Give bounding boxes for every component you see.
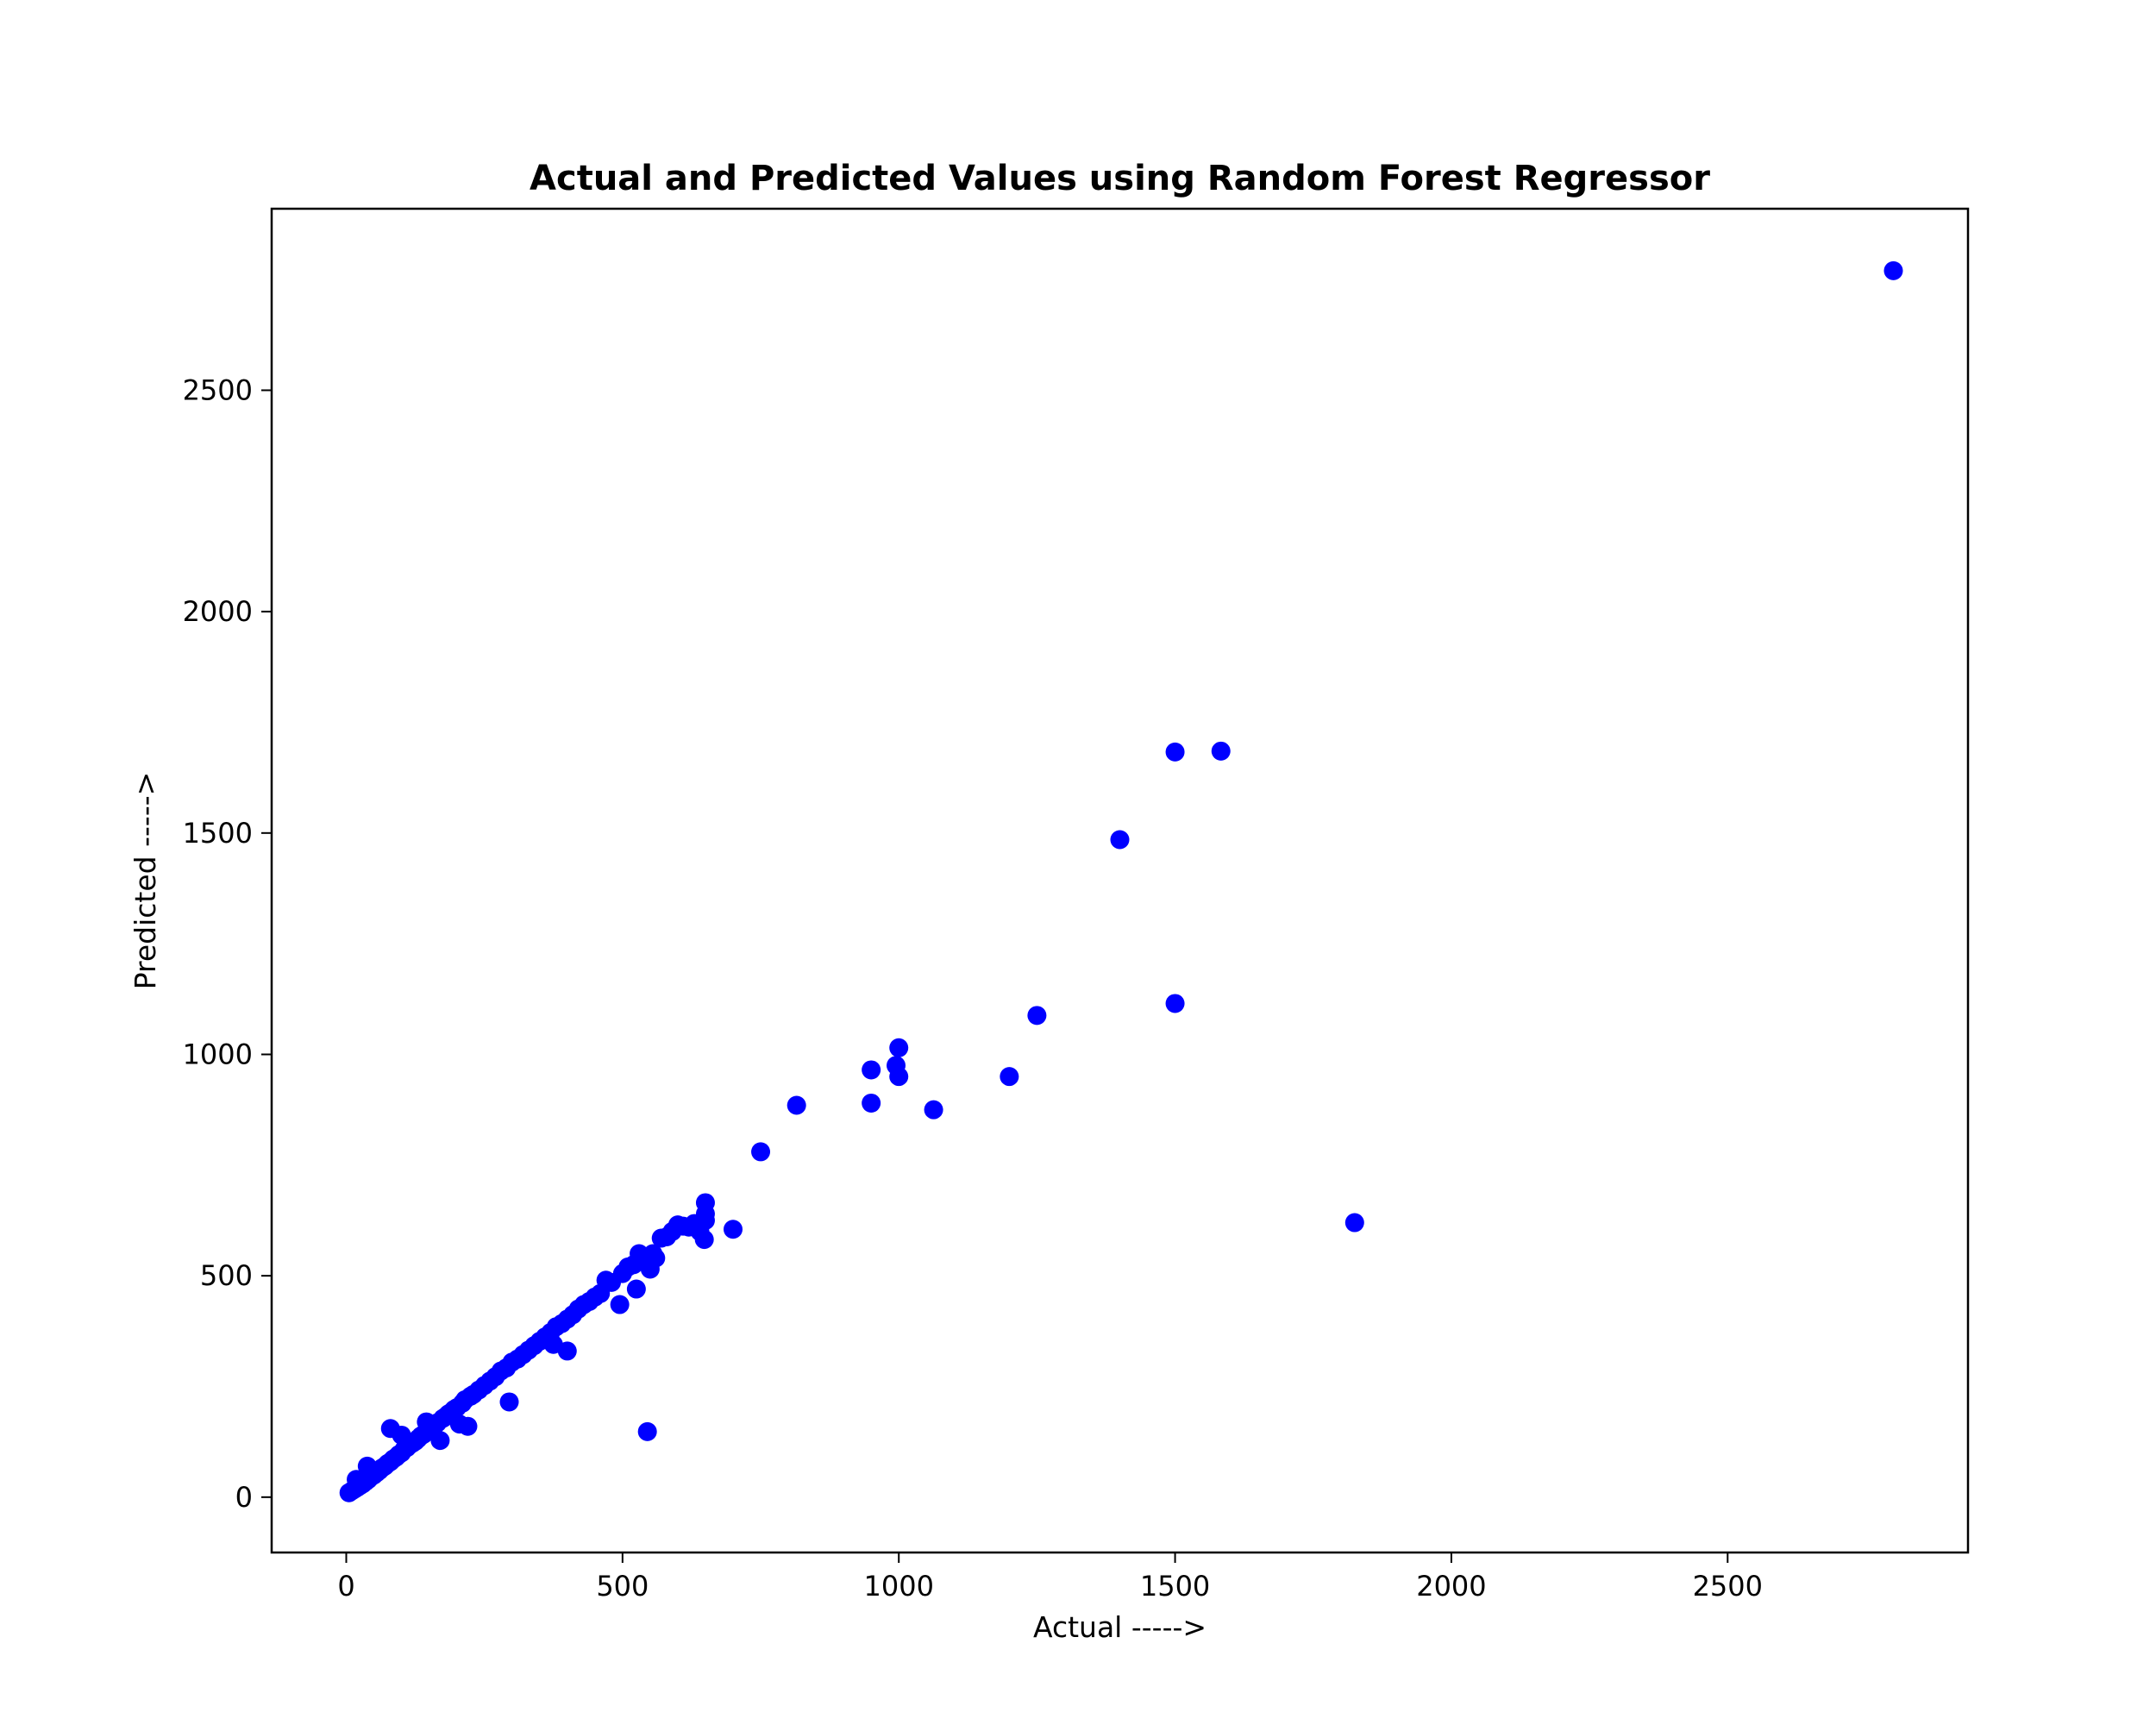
data-point xyxy=(889,1038,909,1057)
data-point xyxy=(499,1392,519,1412)
data-point xyxy=(458,1416,478,1436)
plot-area-frame xyxy=(270,207,1970,1554)
data-point xyxy=(695,1204,715,1224)
data-point xyxy=(1211,741,1231,761)
data-point xyxy=(610,1295,630,1314)
data-point xyxy=(430,1431,450,1451)
data-point xyxy=(723,1220,743,1239)
data-point xyxy=(862,1093,881,1113)
data-point xyxy=(862,1060,881,1080)
data-point xyxy=(1883,260,1903,280)
chart-title: Actual and Predicted Values using Random… xyxy=(530,159,1710,198)
y-tick-label: 500 xyxy=(200,1259,253,1292)
data-points xyxy=(339,260,1903,1502)
data-point xyxy=(626,1279,646,1299)
data-point xyxy=(1165,742,1185,762)
x-tick-label: 2500 xyxy=(1693,1570,1763,1603)
data-point xyxy=(924,1100,943,1120)
data-point xyxy=(1344,1213,1364,1233)
y-tick-label: 2500 xyxy=(183,373,253,406)
y-axis: 0 500 1000 1500 2000 2500 xyxy=(183,373,272,1514)
y-tick-label: 1500 xyxy=(183,817,253,850)
data-point xyxy=(694,1230,714,1250)
y-tick-label: 0 xyxy=(235,1481,253,1514)
x-axis-label: Actual -----> xyxy=(1033,1610,1206,1644)
data-point xyxy=(557,1341,577,1361)
data-point xyxy=(751,1142,771,1162)
data-point xyxy=(1110,830,1130,850)
x-tick-label: 0 xyxy=(337,1570,354,1603)
data-point xyxy=(646,1248,666,1268)
data-point xyxy=(1000,1067,1019,1087)
data-point xyxy=(637,1421,657,1441)
data-point xyxy=(889,1067,909,1087)
y-tick-label: 1000 xyxy=(183,1038,253,1070)
data-point xyxy=(1165,994,1185,1013)
data-point xyxy=(1027,1006,1047,1026)
x-axis: 0 500 1000 1500 2000 2500 xyxy=(337,1552,1763,1603)
data-point xyxy=(787,1095,806,1115)
x-tick-label: 2000 xyxy=(1416,1570,1486,1603)
x-tick-label: 1500 xyxy=(1140,1570,1210,1603)
y-axis-label: Predicted -----> xyxy=(128,772,162,990)
x-tick-label: 500 xyxy=(596,1570,649,1603)
y-tick-label: 2000 xyxy=(183,595,253,628)
x-tick-label: 1000 xyxy=(863,1570,933,1603)
